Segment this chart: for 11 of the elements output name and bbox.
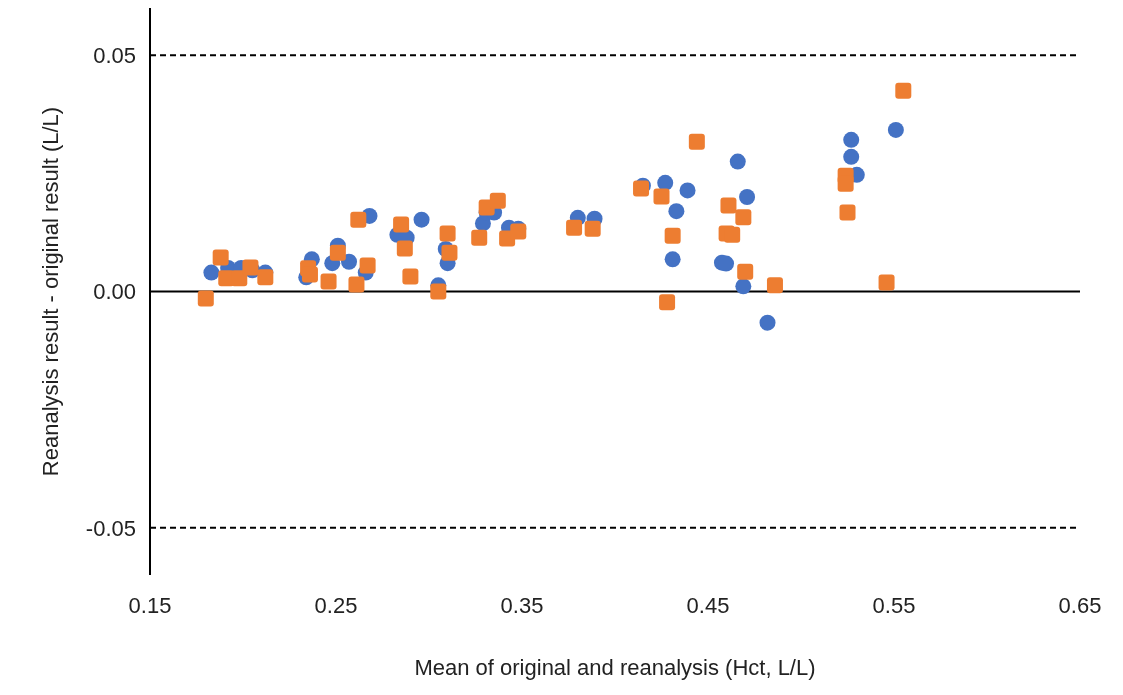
y-tick-label: 0.05 (93, 43, 136, 69)
x-tick-label: 0.35 (500, 592, 544, 618)
y-axis-title: Reanalysis result - original result (L/L) (37, 106, 63, 477)
x-tick-label: 0.55 (872, 592, 916, 618)
x-axis-title: Mean of original and reanalysis (Hct, L/L) (414, 655, 816, 680)
x-tick-label: 0.45 (686, 592, 730, 618)
x-tick-label: 0.25 (314, 592, 358, 618)
x-tick-label: 0.65 (1058, 592, 1102, 618)
y-tick-label: -0.05 (85, 515, 136, 541)
y-tick-label: 0.00 (93, 279, 136, 305)
x-tick-label: 0.15 (128, 592, 172, 618)
